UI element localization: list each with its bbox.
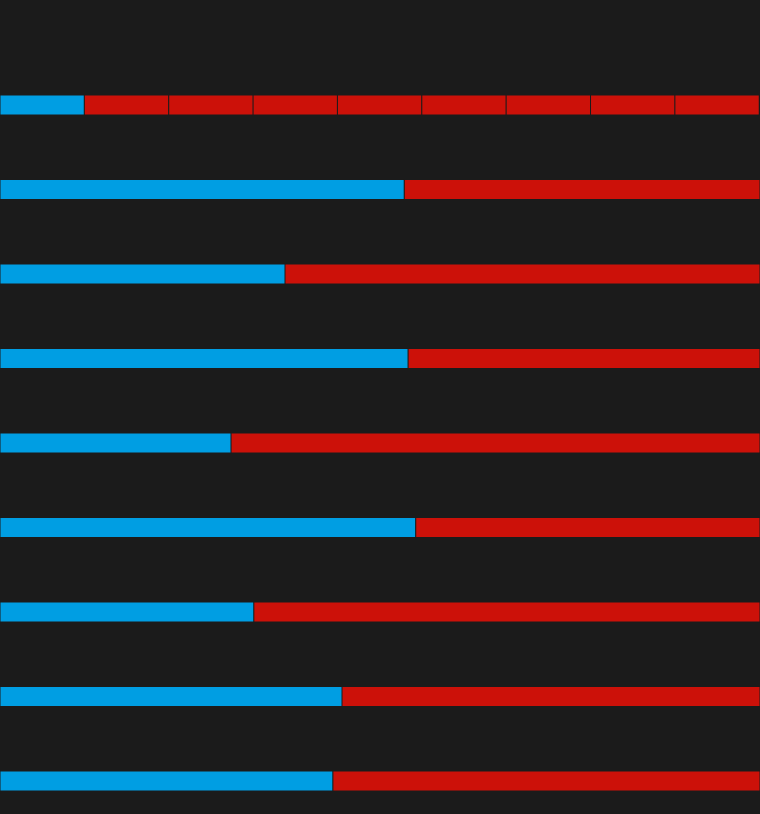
bar-segment: [505, 94, 592, 116]
bar-segment: [0, 263, 286, 285]
bar-segment: [0, 432, 232, 454]
bar-segment: [0, 348, 409, 369]
bar-segment: [0, 770, 334, 792]
bar-segment: [415, 517, 760, 538]
bar-segment: [341, 686, 760, 707]
bar-segment: [0, 686, 343, 707]
bar-segment: [336, 94, 423, 116]
bar-segment: [407, 348, 760, 369]
bar-segment: [0, 601, 255, 623]
bar-segment: [230, 432, 760, 454]
bar-segment: [403, 179, 760, 200]
bar-segment: [421, 94, 507, 116]
bar-segment: [83, 94, 170, 116]
bar-segment: [252, 94, 338, 116]
bar-segment: [590, 94, 676, 116]
bar-segment: [0, 94, 85, 116]
bar-segment: [674, 94, 760, 116]
bar-segment: [332, 770, 760, 792]
bar-segment: [0, 179, 405, 200]
bar-segment: [168, 94, 254, 116]
bar-segment: [0, 517, 417, 538]
bar-segment: [284, 263, 760, 285]
bar-segment: [253, 601, 760, 623]
